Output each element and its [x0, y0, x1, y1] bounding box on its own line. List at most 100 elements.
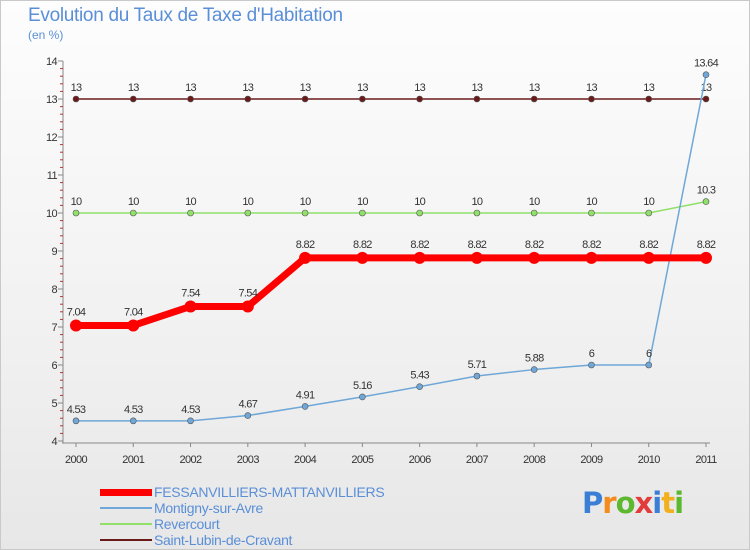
data-label-revercourt: 10 — [300, 196, 311, 208]
logo-letter: r — [602, 486, 616, 520]
logo-letter: t — [661, 486, 675, 520]
data-label-revercourt: 10 — [357, 196, 368, 208]
data-label-revercourt: 10 — [242, 196, 253, 208]
data-label-montigny-sur-avre: 4.67 — [239, 399, 258, 411]
data-point-saint-lubin-de-cravant — [72, 95, 80, 103]
x-tick-label: 2009 — [580, 454, 603, 466]
data-label-montigny-sur-avre: 6 — [589, 348, 595, 360]
data-label-montigny-sur-avre: 4.53 — [67, 404, 86, 416]
data-point-revercourt — [530, 209, 538, 217]
data-point-saint-lubin-de-cravant — [244, 95, 252, 103]
data-label-fessanvilliers-mattanvilliers: 7.54 — [181, 287, 200, 299]
data-point-fessanvilliers-mattanvilliers — [700, 251, 712, 264]
data-point-saint-lubin-de-cravant — [588, 95, 595, 103]
data-label-montigny-sur-avre: 5.16 — [353, 380, 372, 392]
data-label-revercourt: 10.3 — [697, 185, 716, 197]
proxiti-logo: Proxiti — [582, 486, 684, 520]
data-point-montigny-sur-avre — [72, 417, 80, 425]
data-point-montigny-sur-avre — [645, 361, 653, 369]
data-point-fessanvilliers-mattanvilliers — [642, 251, 655, 264]
data-point-fessanvilliers-mattanvilliers — [299, 251, 312, 264]
legend-swatch — [100, 523, 152, 525]
data-point-revercourt — [416, 209, 423, 217]
data-point-saint-lubin-de-cravant — [645, 95, 653, 103]
x-tick-label: 2004 — [294, 454, 317, 466]
legend-swatch — [100, 539, 152, 541]
data-point-revercourt — [588, 209, 595, 217]
data-point-saint-lubin-de-cravant — [530, 95, 538, 103]
x-tick-label: 2007 — [466, 454, 489, 466]
data-point-fessanvilliers-mattanvilliers — [184, 300, 197, 313]
data-point-fessanvilliers-mattanvilliers — [70, 319, 82, 332]
data-point-montigny-sur-avre — [244, 412, 252, 419]
data-point-saint-lubin-de-cravant — [129, 95, 137, 103]
legend-label: Revercourt — [154, 516, 220, 532]
legend-swatch — [100, 507, 152, 509]
data-label-revercourt: 10 — [71, 196, 82, 208]
data-label-saint-lubin-de-cravant: 13 — [643, 82, 654, 94]
data-point-montigny-sur-avre — [187, 417, 194, 425]
data-label-montigny-sur-avre: 5.88 — [525, 353, 544, 365]
data-label-montigny-sur-avre: 13.64 — [694, 58, 719, 70]
data-label-fessanvilliers-mattanvilliers: 8.82 — [639, 239, 658, 251]
data-label-saint-lubin-de-cravant: 13 — [471, 82, 482, 94]
series-line-revercourt — [76, 200, 707, 214]
data-label-saint-lubin-de-cravant: 13 — [357, 82, 368, 94]
data-label-fessanvilliers-mattanvilliers: 8.82 — [353, 239, 372, 251]
chart-title: Evolution du Taux de Taxe d'Habitation — [28, 5, 343, 26]
series-line-fessanvilliers-mattanvilliers — [76, 254, 706, 329]
data-label-revercourt: 10 — [529, 196, 540, 208]
data-point-montigny-sur-avre — [301, 403, 309, 410]
logo-letter: i — [652, 486, 662, 520]
data-label-revercourt: 10 — [643, 196, 654, 208]
data-point-saint-lubin-de-cravant — [473, 95, 481, 103]
y-tick-label: 14 — [46, 56, 58, 68]
y-tick-label: 6 — [51, 360, 57, 372]
data-point-saint-lubin-de-cravant — [416, 95, 423, 103]
legend-label: FESSANVILLIERS-MATTANVILLIERS — [154, 484, 385, 500]
data-point-montigny-sur-avre — [473, 372, 481, 380]
data-label-saint-lubin-de-cravant: 13 — [128, 82, 139, 94]
y-tick-label: 5 — [51, 398, 57, 410]
data-label-fessanvilliers-mattanvilliers: 8.82 — [525, 239, 544, 251]
data-point-fessanvilliers-mattanvilliers — [585, 251, 598, 264]
data-point-montigny-sur-avre — [359, 393, 366, 401]
data-point-montigny-sur-avre — [129, 417, 137, 425]
data-label-fessanvilliers-mattanvilliers: 8.82 — [410, 239, 429, 251]
data-label-fessanvilliers-mattanvilliers: 7.54 — [239, 287, 258, 299]
x-tick-label: 2000 — [65, 454, 88, 466]
data-label-saint-lubin-de-cravant: 13 — [185, 82, 196, 94]
data-label-fessanvilliers-mattanvilliers: 8.82 — [582, 239, 601, 251]
legend-swatch — [100, 488, 152, 496]
data-point-saint-lubin-de-cravant — [702, 95, 710, 103]
data-label-fessanvilliers-mattanvilliers: 8.82 — [468, 239, 487, 251]
data-point-fessanvilliers-mattanvilliers — [127, 319, 140, 332]
data-point-fessanvilliers-mattanvilliers — [528, 251, 541, 264]
data-point-fessanvilliers-mattanvilliers — [413, 251, 426, 264]
x-tick-label: 2008 — [523, 454, 546, 466]
data-label-montigny-sur-avre: 5.71 — [468, 359, 487, 371]
data-point-saint-lubin-de-cravant — [187, 95, 194, 103]
data-label-revercourt: 10 — [128, 196, 139, 208]
data-point-montigny-sur-avre — [588, 361, 595, 369]
y-tick-label: 8 — [51, 284, 57, 296]
data-label-fessanvilliers-mattanvilliers: 8.82 — [296, 239, 315, 251]
data-label-montigny-sur-avre: 4.91 — [296, 389, 315, 401]
logo-letter: o — [615, 486, 636, 520]
data-point-montigny-sur-avre — [530, 366, 538, 373]
x-tick-label: 2002 — [180, 454, 203, 466]
x-tick-label: 2011 — [695, 454, 717, 466]
data-point-saint-lubin-de-cravant — [301, 95, 309, 103]
data-point-montigny-sur-avre — [416, 383, 423, 390]
x-tick-label: 2003 — [237, 454, 260, 466]
data-point-saint-lubin-de-cravant — [359, 95, 366, 103]
data-label-fessanvilliers-mattanvilliers: 7.04 — [67, 306, 86, 318]
data-point-montigny-sur-avre — [702, 71, 710, 78]
data-label-saint-lubin-de-cravant: 13 — [529, 82, 540, 94]
y-axis-unit: (en %) — [28, 28, 64, 42]
data-label-saint-lubin-de-cravant: 13 — [414, 82, 425, 94]
y-tick-label: 13 — [46, 94, 58, 106]
data-point-revercourt — [301, 209, 309, 217]
logo-letter: x — [634, 486, 654, 520]
